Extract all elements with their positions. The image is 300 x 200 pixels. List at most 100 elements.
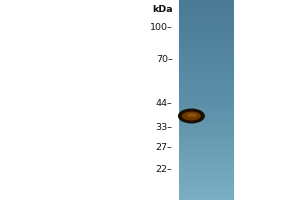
Bar [178, 46, 234, 47]
Bar [178, 77, 234, 78]
Bar [178, 5, 234, 6]
Bar [178, 117, 234, 118]
Bar [178, 41, 234, 42]
Bar [178, 69, 234, 70]
Bar [178, 129, 234, 130]
Bar [178, 92, 234, 93]
Bar [178, 120, 234, 121]
Bar [178, 22, 234, 23]
Text: 33–: 33– [155, 122, 172, 132]
Bar [178, 72, 234, 73]
Bar [178, 1, 234, 2]
Bar [178, 98, 234, 99]
Bar [178, 29, 234, 30]
Bar [178, 163, 234, 164]
Bar [178, 103, 234, 104]
Text: 27–: 27– [156, 142, 172, 152]
Bar [178, 19, 234, 20]
Bar [178, 138, 234, 139]
Bar [178, 11, 234, 12]
Bar [178, 181, 234, 182]
Bar [178, 180, 234, 181]
Bar [178, 113, 234, 114]
Bar [178, 86, 234, 87]
Bar [178, 182, 234, 183]
Bar [178, 160, 234, 161]
Bar [178, 164, 234, 165]
Bar [178, 149, 234, 150]
Bar [178, 12, 234, 13]
Bar [178, 195, 234, 196]
Bar [178, 78, 234, 79]
Bar [178, 168, 234, 169]
Bar [178, 73, 234, 74]
Bar [178, 100, 234, 101]
Bar [178, 134, 234, 135]
Bar [178, 9, 234, 10]
Bar [178, 167, 234, 168]
Bar [178, 162, 234, 163]
Bar [178, 108, 234, 109]
Bar [178, 51, 234, 52]
Bar [178, 176, 234, 177]
Bar [178, 67, 234, 68]
Bar [178, 128, 234, 129]
Bar [178, 6, 234, 7]
Bar [178, 159, 234, 160]
Bar [178, 186, 234, 187]
Bar [178, 23, 234, 24]
Bar [178, 151, 234, 152]
Bar [178, 174, 234, 175]
Bar [178, 99, 234, 100]
Bar [178, 102, 234, 103]
Bar [178, 57, 234, 58]
Bar [178, 96, 234, 97]
Bar [178, 144, 234, 145]
Bar [178, 191, 234, 192]
Ellipse shape [187, 113, 197, 117]
Bar [178, 93, 234, 94]
Bar [178, 122, 234, 123]
Bar [178, 147, 234, 148]
Bar [178, 91, 234, 92]
Bar [178, 43, 234, 44]
Bar [178, 131, 234, 132]
Bar [178, 33, 234, 34]
Bar [178, 110, 234, 111]
Bar [178, 140, 234, 141]
Bar [178, 65, 234, 66]
Bar [178, 39, 234, 40]
Bar [178, 52, 234, 53]
Bar [178, 192, 234, 193]
Bar [178, 188, 234, 189]
Bar [178, 18, 234, 19]
Bar [178, 156, 234, 157]
Bar [178, 70, 234, 71]
Bar [178, 59, 234, 60]
Bar [178, 175, 234, 176]
Bar [178, 127, 234, 128]
Bar [178, 8, 234, 9]
Bar [178, 141, 234, 142]
Bar [178, 2, 234, 3]
Bar [178, 137, 234, 138]
Bar [178, 97, 234, 98]
Bar [178, 75, 234, 76]
Bar [178, 145, 234, 146]
Text: 70–: 70– [156, 54, 172, 64]
Bar [178, 199, 234, 200]
Bar [178, 42, 234, 43]
Bar [178, 187, 234, 188]
Bar [178, 166, 234, 167]
Bar [178, 24, 234, 25]
Bar [178, 32, 234, 33]
Bar [178, 171, 234, 172]
Bar [178, 184, 234, 185]
Bar [178, 173, 234, 174]
Bar [178, 68, 234, 69]
Bar [178, 17, 234, 18]
Bar [178, 135, 234, 136]
Bar [178, 89, 234, 90]
Bar [178, 115, 234, 116]
Bar [178, 155, 234, 156]
